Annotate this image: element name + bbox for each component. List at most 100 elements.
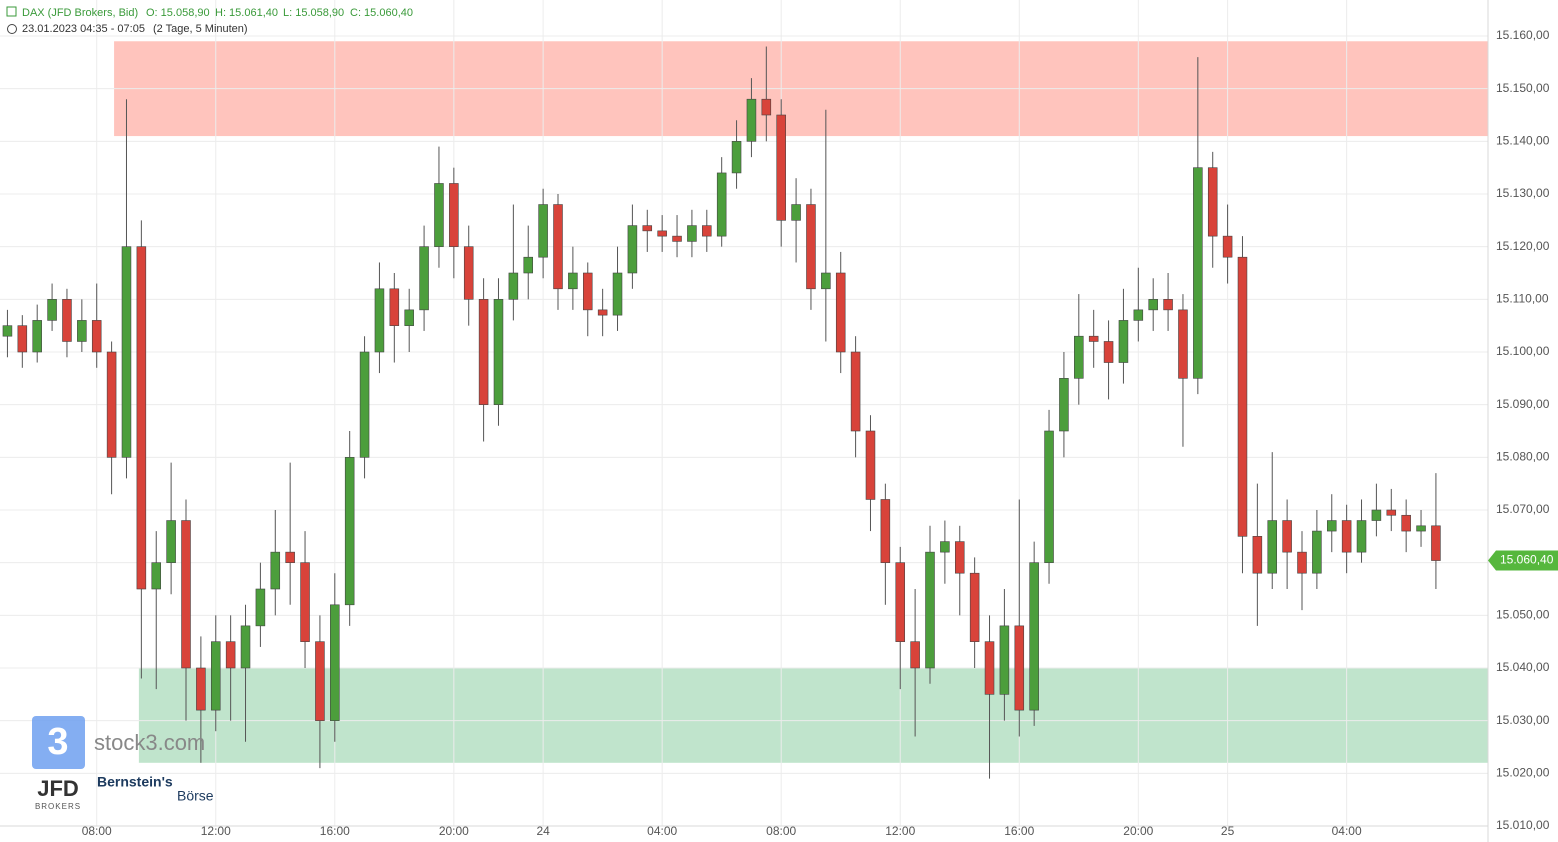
- candle-body: [954, 541, 965, 574]
- candle-body: [1207, 167, 1218, 237]
- candle-body: [821, 272, 831, 290]
- zone: [138, 668, 1488, 763]
- candle-body: [940, 541, 950, 553]
- candle-body: [716, 172, 727, 237]
- candle-body: [270, 551, 281, 590]
- candle-body: [612, 272, 623, 316]
- candle-body: [181, 520, 191, 669]
- period: (2 Tage, 5 Minuten): [153, 23, 248, 35]
- partner-2: Börse: [177, 788, 214, 804]
- candle-body: [1386, 509, 1397, 516]
- x-tick-label: 12:00: [201, 824, 231, 838]
- candle-body: [1371, 509, 1382, 521]
- candle-body: [434, 183, 444, 247]
- y-tick-label: 15.130,00: [1496, 186, 1550, 200]
- candle-body: [1193, 167, 1203, 379]
- candle-body: [776, 114, 786, 221]
- candle-body: [1416, 525, 1426, 532]
- y-tick-label: 15.050,00: [1496, 608, 1550, 622]
- candle-body: [880, 499, 891, 563]
- candle-body: [746, 98, 757, 142]
- x-tick-label: 12:00: [885, 824, 915, 838]
- candle-body: [523, 256, 534, 274]
- clock-icon: [7, 24, 17, 34]
- candle-body: [2, 325, 13, 337]
- candle-body: [151, 562, 162, 590]
- candle-body: [582, 272, 593, 311]
- site: stock3.com: [94, 730, 205, 755]
- candle-body: [62, 299, 72, 342]
- y-tick-label: 15.100,00: [1496, 344, 1550, 358]
- logo-glyph: 3: [47, 721, 68, 763]
- y-tick-label: 15.110,00: [1496, 292, 1549, 306]
- last-price-label: 15.060,40: [1500, 553, 1554, 567]
- candle-body: [285, 551, 295, 563]
- candle-body: [166, 520, 176, 563]
- candle-body: [478, 299, 489, 405]
- candle-body: [627, 225, 638, 274]
- y-tick-label: 15.030,00: [1496, 713, 1550, 727]
- y-tick-label: 15.010,00: [1496, 818, 1550, 832]
- candle-body: [984, 641, 995, 695]
- y-tick-label: 15.080,00: [1496, 450, 1550, 464]
- candle-body: [32, 320, 42, 353]
- candle-body: [1401, 514, 1411, 532]
- candle-body: [449, 183, 459, 247]
- x-tick-label: 16:00: [1004, 824, 1034, 838]
- x-tick-label: 04:00: [647, 824, 677, 838]
- header: DAX (JFD Brokers, Bid) O: 15.058,90 H: 1…: [6, 6, 413, 35]
- candle-body: [1148, 299, 1158, 311]
- candle-body: [791, 204, 801, 221]
- x-tick-label: 08:00: [766, 824, 796, 838]
- candle-body: [1178, 309, 1188, 379]
- partner-1: Bernstein's: [97, 774, 173, 790]
- candle-body: [47, 299, 57, 321]
- candle-body: [999, 625, 1010, 695]
- ohlc-high: H: 15.061,40: [215, 7, 278, 19]
- candle-body: [553, 204, 563, 290]
- candle-body: [17, 325, 28, 353]
- candle-body: [508, 272, 519, 300]
- candle-body: [687, 225, 697, 242]
- x-tick-label: 08:00: [82, 824, 112, 838]
- candle-body: [404, 309, 414, 326]
- candle-body: [597, 309, 608, 316]
- candle-body: [538, 204, 548, 258]
- candle-body: [1326, 520, 1337, 532]
- candle-body: [196, 667, 206, 711]
- candle-body: [761, 98, 772, 116]
- x-tick-label: 04:00: [1332, 824, 1362, 838]
- candle-body: [731, 141, 742, 174]
- y-tick-label: 15.020,00: [1496, 766, 1550, 780]
- y-tick-label: 15.140,00: [1496, 134, 1550, 148]
- y-tick-label: 15.070,00: [1496, 502, 1550, 516]
- candle-body: [240, 625, 251, 669]
- y-tick-label: 15.150,00: [1496, 81, 1550, 95]
- candle-body: [225, 641, 236, 669]
- candle-body: [925, 551, 935, 669]
- candle-body: [136, 246, 147, 590]
- x-tick-label: 20:00: [439, 824, 469, 838]
- icon: [6, 6, 17, 17]
- candle-body: [463, 246, 474, 300]
- candle-body: [1014, 625, 1025, 711]
- candle-body: [910, 641, 920, 669]
- candle-body: [1252, 536, 1263, 574]
- candle-body: [850, 351, 861, 432]
- candle-body: [330, 604, 340, 721]
- candle-body: [255, 588, 266, 627]
- candle-body: [210, 641, 221, 711]
- y-tick-label: 15.120,00: [1496, 239, 1550, 253]
- candle-body: [1103, 341, 1114, 363]
- last-price-tag: [1488, 550, 1558, 571]
- candle-body: [1118, 320, 1129, 363]
- x-tick-label: 20:00: [1123, 824, 1153, 838]
- candle-body: [1297, 551, 1307, 574]
- candle-body: [895, 562, 906, 642]
- candle-body: [300, 562, 310, 642]
- candle-body: [1074, 335, 1084, 379]
- ohlc-open: O: 15.058,90: [146, 7, 210, 19]
- candle-body: [702, 225, 712, 237]
- candle-body: [1163, 299, 1173, 311]
